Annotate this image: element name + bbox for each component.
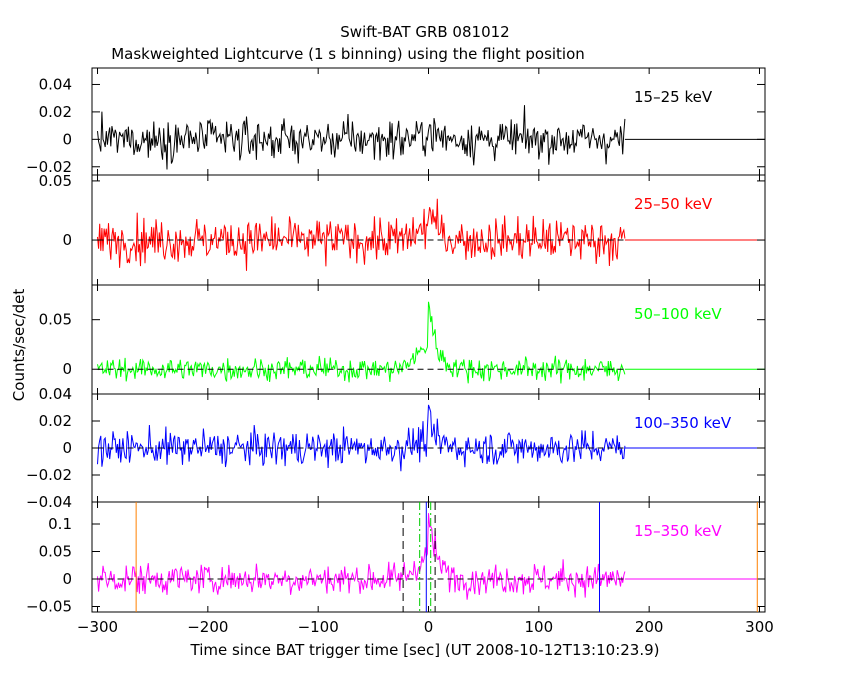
y-tick-label: 0 (62, 231, 72, 249)
y-tick-label: 0.05 (39, 311, 72, 329)
series-line (97, 513, 626, 600)
y-tick-label: 0.02 (39, 103, 72, 121)
x-tick-label: 200 (635, 618, 664, 636)
series-label: 25–50 keV (634, 195, 713, 213)
series-line (97, 404, 626, 472)
panel-5: −0.05 0 0.05 0.1 15–350 keV (26, 501, 766, 616)
y-tick-label: 0 (62, 360, 72, 378)
x-tick-label: −300 (77, 618, 118, 636)
x-tick-label: 0 (424, 618, 434, 636)
y-tick-label: 0.04 (39, 385, 72, 403)
y-tick-label: 0 (62, 439, 72, 457)
y-tick-label: −0.04 (26, 493, 72, 511)
y-tick-label: 0.1 (48, 515, 72, 533)
x-tick-label: 300 (745, 618, 774, 636)
x-tick-label: −200 (187, 618, 228, 636)
chart-subtitle: Maskweighted Lightcurve (1 s binning) us… (111, 45, 585, 63)
panels-group: −0.02 0 0.02 0.04 15–25 keV 0 0.05 25–50 keV 0 0.… (26, 67, 766, 616)
series-label: 100–350 keV (634, 414, 732, 432)
panel-2: 0 0.05 25–50 keV (39, 172, 766, 286)
x-tick-label: 100 (525, 618, 554, 636)
y-tick-label: −0.02 (26, 466, 72, 484)
series-line (97, 301, 626, 384)
y-tick-label: −0.05 (26, 598, 72, 616)
y-tick-label: 0 (62, 570, 72, 588)
y-tick-label: 0.05 (39, 172, 72, 190)
x-tick-label: −100 (298, 618, 339, 636)
panel-1: −0.02 0 0.02 0.04 15–25 keV (26, 67, 766, 176)
panel-frame (91, 67, 766, 176)
series-label: 15–350 keV (634, 522, 722, 540)
y-tick-label: 0.02 (39, 412, 72, 430)
panel-frame (91, 174, 766, 286)
y-tick-label: 0.04 (39, 75, 72, 93)
chart-title: Swift-BAT GRB 081012 (340, 23, 509, 41)
y-tick-label: 0.05 (39, 543, 72, 561)
panel-frame (91, 284, 766, 395)
series-line (97, 105, 626, 170)
x-axis-label: Time since BAT trigger time [sec] (UT 20… (190, 641, 660, 659)
panel-3: 0 0.05 50–100 keV (39, 284, 766, 395)
y-tick-label: 0 (62, 130, 72, 148)
series-label: 15–25 keV (634, 88, 713, 106)
x-tick-labels: −300 −200 −100 0 100 200 300 (77, 618, 774, 636)
y-axis-label: Counts/sec/det (10, 289, 28, 402)
y-tick-label: −0.02 (26, 158, 72, 176)
series-label: 50–100 keV (634, 305, 722, 323)
panel-4: −0.04 −0.02 0 0.02 0.04 100–350 keV (26, 385, 766, 511)
series-line (97, 198, 626, 271)
